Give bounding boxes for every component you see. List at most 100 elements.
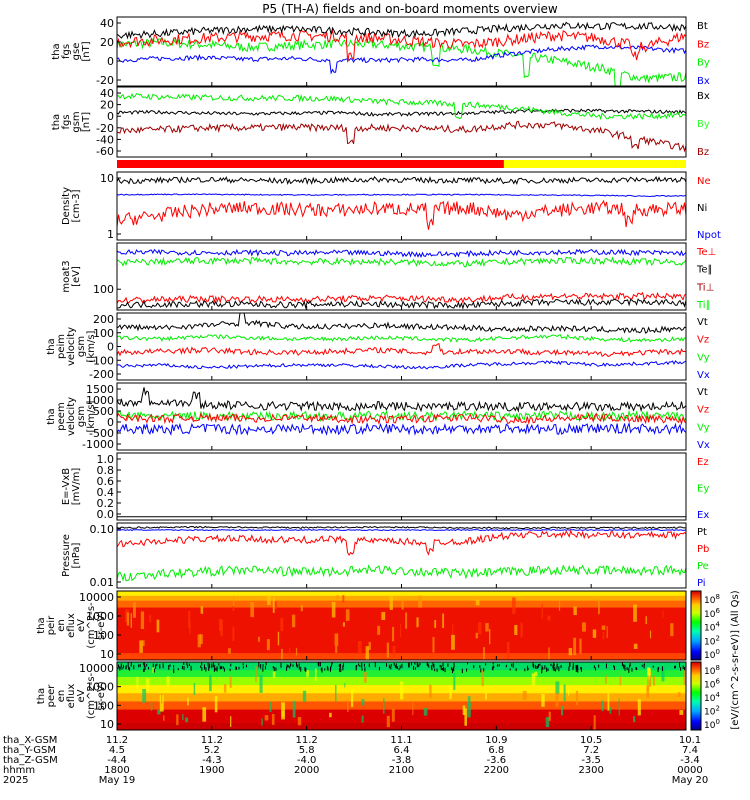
spectrogram-texture (386, 715, 390, 728)
spectrogram-fill-value (262, 667, 264, 672)
spectrogram-fill-value (272, 666, 274, 669)
spectrogram-fill-value (432, 662, 434, 667)
series-green (117, 333, 686, 343)
spectrogram-fill-value (186, 662, 188, 666)
series-blue (117, 421, 686, 436)
spectrogram-texture (185, 717, 189, 723)
spectrogram-fill-value (447, 663, 449, 667)
spectrogram-texture (146, 678, 150, 691)
spectrogram-texture (187, 697, 189, 706)
spectrogram-fill-value (260, 664, 262, 669)
spectrogram-texture (272, 671, 276, 678)
spectrogram-fill-value (215, 668, 217, 671)
y-tick-label: 0.8 (97, 464, 115, 477)
spectrogram-texture (344, 682, 346, 688)
spectrogram-fill-value (326, 666, 328, 670)
spectrogram-texture (598, 599, 600, 615)
spectrogram-texture (157, 709, 161, 715)
y-tick-label: 10000 (79, 591, 114, 604)
spectrogram-fill-value (128, 666, 130, 670)
spectrogram-fill-value (153, 668, 155, 673)
spectrogram-texture (647, 668, 651, 676)
spectrogram-fill-value (684, 666, 686, 671)
x-tick-label: 6.4 (394, 745, 410, 756)
spectrogram-fill-value (515, 668, 517, 672)
spectrogram-fill-value (428, 665, 430, 668)
spectrogram-fill-value (493, 665, 495, 669)
series-group (117, 92, 686, 153)
spectrogram-fill-value (680, 667, 682, 671)
series-black (117, 108, 686, 117)
legend-label: Pb (697, 544, 709, 555)
spectrogram-fill-value (156, 663, 158, 667)
series-green (117, 92, 686, 121)
spectrogram-band (117, 701, 686, 711)
spectrogram-fill-value (235, 666, 237, 670)
spectrogram-fill-value (414, 662, 416, 665)
spectrogram-texture (560, 705, 564, 716)
spectrogram-texture (281, 702, 285, 720)
colorbar-tick-label: 108 (704, 593, 720, 606)
spectrogram-fill-value (273, 666, 275, 672)
spectrogram-fill-value (287, 664, 289, 668)
y-axis-label: tha (36, 688, 47, 704)
x-tick-label: 0000 (677, 765, 702, 776)
series-black (117, 313, 686, 334)
spectrogram-fill-value (212, 662, 214, 668)
y-axis-label: tha (51, 114, 62, 130)
spectrogram-fill-value (496, 664, 498, 667)
spectrogram-texture (429, 684, 432, 699)
spectrogram-fill-value (211, 663, 213, 668)
spectrogram-fill-value (181, 665, 183, 670)
legend-label: Vy (697, 422, 710, 433)
series-blue (117, 44, 686, 75)
spectrogram-fill-value (614, 666, 616, 670)
y-axis-label: [nT] (81, 41, 92, 61)
spectrogram-fill-value (439, 664, 441, 668)
y-tick-label: -500 (89, 427, 114, 440)
y-tick-label: 40 (100, 87, 114, 100)
colorbar-tick-exponent: 2 (715, 634, 719, 642)
x-axis: tha_X-GSMtha_Y-GSMtha_Z-GSMhhmm202511.24… (3, 735, 708, 786)
spectrogram-fill-value (626, 667, 628, 671)
spectrogram-texture (314, 675, 317, 682)
series-green (117, 564, 686, 582)
spectrogram-fill-value (300, 666, 302, 672)
y-tick-label: 100 (93, 629, 114, 642)
spectrogram-fill-value (554, 666, 556, 672)
spectrogram-texture (259, 675, 263, 693)
y-axis-label: gsm (76, 336, 87, 357)
series-group (117, 175, 686, 230)
spectrogram-band (117, 676, 686, 686)
spectrogram-texture (475, 632, 479, 639)
colorbar-tick-label: 104 (704, 621, 720, 634)
x-axis-row-label: tha_X-GSM (3, 735, 57, 746)
y-axis-label: peir (46, 615, 57, 635)
spectrogram-texture (292, 700, 296, 718)
colorbar-tick-label: 106 (704, 607, 720, 620)
spectrogram-texture (342, 622, 345, 627)
spectrogram-fill-value (143, 668, 145, 672)
y-axis-label: peem (56, 402, 67, 430)
x-axis-row-label: tha_Y-GSM (3, 745, 56, 756)
spectrogram-fill-value (558, 666, 560, 672)
spectrogram-fill-value (467, 662, 469, 665)
spectrogram-fill-value (296, 664, 298, 668)
spectrogram-texture (464, 708, 467, 726)
spectrogram-fill-value (188, 663, 190, 666)
y-tick-label: 1000 (86, 681, 114, 694)
spectrogram-fill-value (541, 668, 543, 674)
spectrogram-texture (200, 606, 204, 614)
spectrogram-texture (140, 611, 145, 630)
spectrogram-texture (277, 631, 280, 646)
spectrogram-fill-value (658, 667, 660, 670)
panel-pressure: 0.10 0.01 Pressure [nPa] Pt Pb Pe Pi (61, 522, 709, 589)
spectrogram-fill-value (295, 662, 297, 667)
y-tick-label: 10 (100, 648, 114, 661)
x-tick-label: 5.2 (204, 745, 220, 756)
spectrogram-fill-value (356, 664, 358, 668)
spectrogram-texture (335, 684, 337, 702)
y-tick-label: 0.0 (97, 508, 115, 521)
spectrogram-texture (130, 613, 132, 628)
